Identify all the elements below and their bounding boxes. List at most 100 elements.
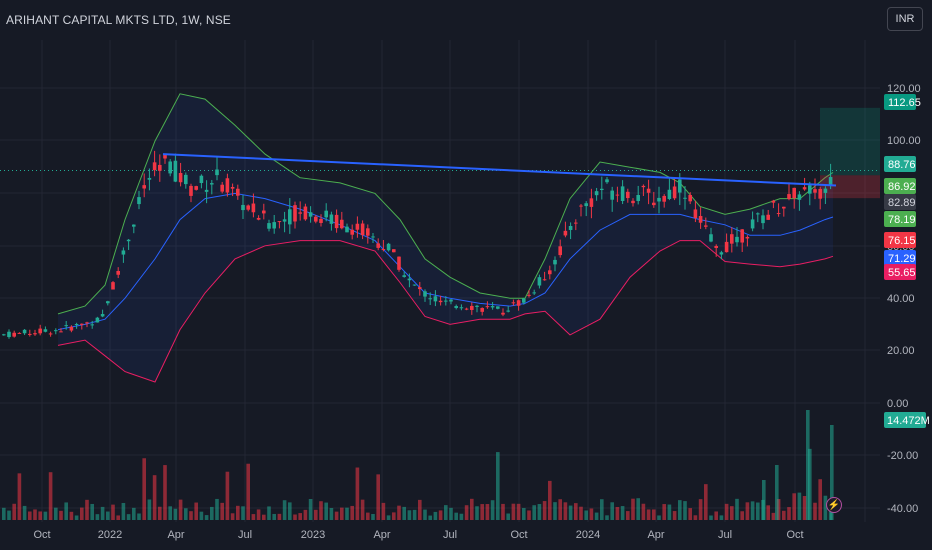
volume-bar (433, 511, 438, 520)
candle-body (376, 243, 380, 248)
volume-bar (548, 480, 552, 520)
volume-bar (641, 503, 646, 520)
candle-body (626, 191, 630, 199)
candle-body (771, 200, 776, 203)
volume-bar (454, 512, 458, 520)
candle-body (433, 296, 438, 302)
volume-bar (459, 513, 464, 520)
candle-body (776, 213, 781, 215)
volume-bar (158, 506, 162, 520)
volume-bar (771, 512, 776, 520)
currency-button[interactable]: INR (887, 7, 923, 31)
candle-body (366, 228, 370, 236)
candle-body (178, 172, 183, 183)
volume-bar (173, 508, 178, 520)
price-badge-label: 78.19 (888, 214, 916, 226)
volume-bar (813, 502, 817, 520)
time-axis-label: Jul (443, 529, 457, 541)
candle-body (381, 248, 386, 250)
candle-body (220, 184, 224, 192)
candle-body (501, 312, 505, 315)
volume-bar (392, 512, 396, 520)
candle-body (204, 189, 209, 192)
candle-body (615, 194, 620, 196)
candle-body (116, 270, 120, 275)
volume-bar (527, 510, 531, 520)
volume-bar (631, 498, 635, 520)
volume-bar (818, 479, 822, 520)
candle-body (163, 154, 167, 159)
volume-bar (808, 448, 812, 520)
price-badge (884, 264, 916, 280)
volume-bar (28, 511, 32, 520)
volume-bar (142, 458, 146, 520)
candle-body (371, 236, 375, 238)
price-badge-label: 55.65 (888, 267, 916, 279)
candle-body (173, 160, 178, 182)
candle-body (147, 177, 152, 180)
volume-bar (80, 507, 84, 520)
volume-bar (470, 498, 474, 520)
candle-body (392, 249, 396, 253)
volume-bar (251, 514, 256, 520)
volume-bar (480, 504, 484, 520)
flash-icon[interactable]: ⚡ (826, 497, 842, 513)
volume-bar (762, 480, 766, 520)
candle-body (828, 177, 833, 186)
candle-body (210, 183, 214, 185)
candle-body (272, 222, 276, 229)
candle-body (636, 195, 640, 201)
candle-body (33, 333, 37, 335)
candle-body (314, 216, 318, 222)
volume-bar (340, 507, 344, 520)
candle-body (683, 197, 687, 199)
candle-body (423, 291, 427, 297)
volume-bar (178, 499, 183, 520)
candle-body (142, 185, 146, 189)
candle-body (412, 284, 417, 286)
candle-body (298, 212, 302, 214)
volume-bar (464, 505, 469, 520)
candle-body (189, 185, 193, 196)
candle-body (267, 223, 271, 229)
volume-bar (319, 501, 323, 520)
volume-bar (397, 505, 401, 520)
symbol-title: ARIHANT CAPITAL MKTS LTD, 1W, NSE (6, 13, 231, 27)
volume-bar (657, 515, 661, 520)
price-badge-label: 71.29 (888, 253, 916, 265)
volume-bar (236, 505, 240, 520)
volume-bar (475, 506, 479, 520)
volume-bar (600, 499, 604, 520)
candle-body (54, 330, 58, 332)
candle-body (407, 278, 412, 281)
volume-bar (152, 475, 157, 520)
time-axis-label: 2024 (576, 529, 600, 541)
volume-bar (262, 514, 266, 520)
volume-bar (345, 507, 349, 520)
candle-body (594, 191, 599, 196)
volume-bar (412, 509, 417, 520)
candle-body (360, 223, 365, 236)
candle-body (334, 214, 339, 229)
candle-body (43, 329, 48, 332)
candle-body (516, 300, 521, 306)
price-badge (884, 94, 916, 110)
candle-body (69, 326, 74, 331)
price-axis-tick: 20.00 (887, 345, 915, 357)
volume-bar (137, 513, 141, 520)
volume-bar (724, 503, 729, 520)
candle-body (698, 216, 703, 223)
candle-body (85, 322, 89, 324)
volume-bar (678, 500, 682, 520)
price-badge (884, 232, 916, 248)
volume-bar (756, 502, 760, 520)
candle-body (568, 226, 573, 230)
candle-body (184, 174, 188, 185)
candle-body (584, 203, 588, 207)
volume-bar (246, 463, 250, 520)
candle-body (730, 234, 734, 244)
candle-body (293, 205, 297, 222)
volume-bar (714, 511, 718, 520)
candle-body (464, 308, 469, 310)
